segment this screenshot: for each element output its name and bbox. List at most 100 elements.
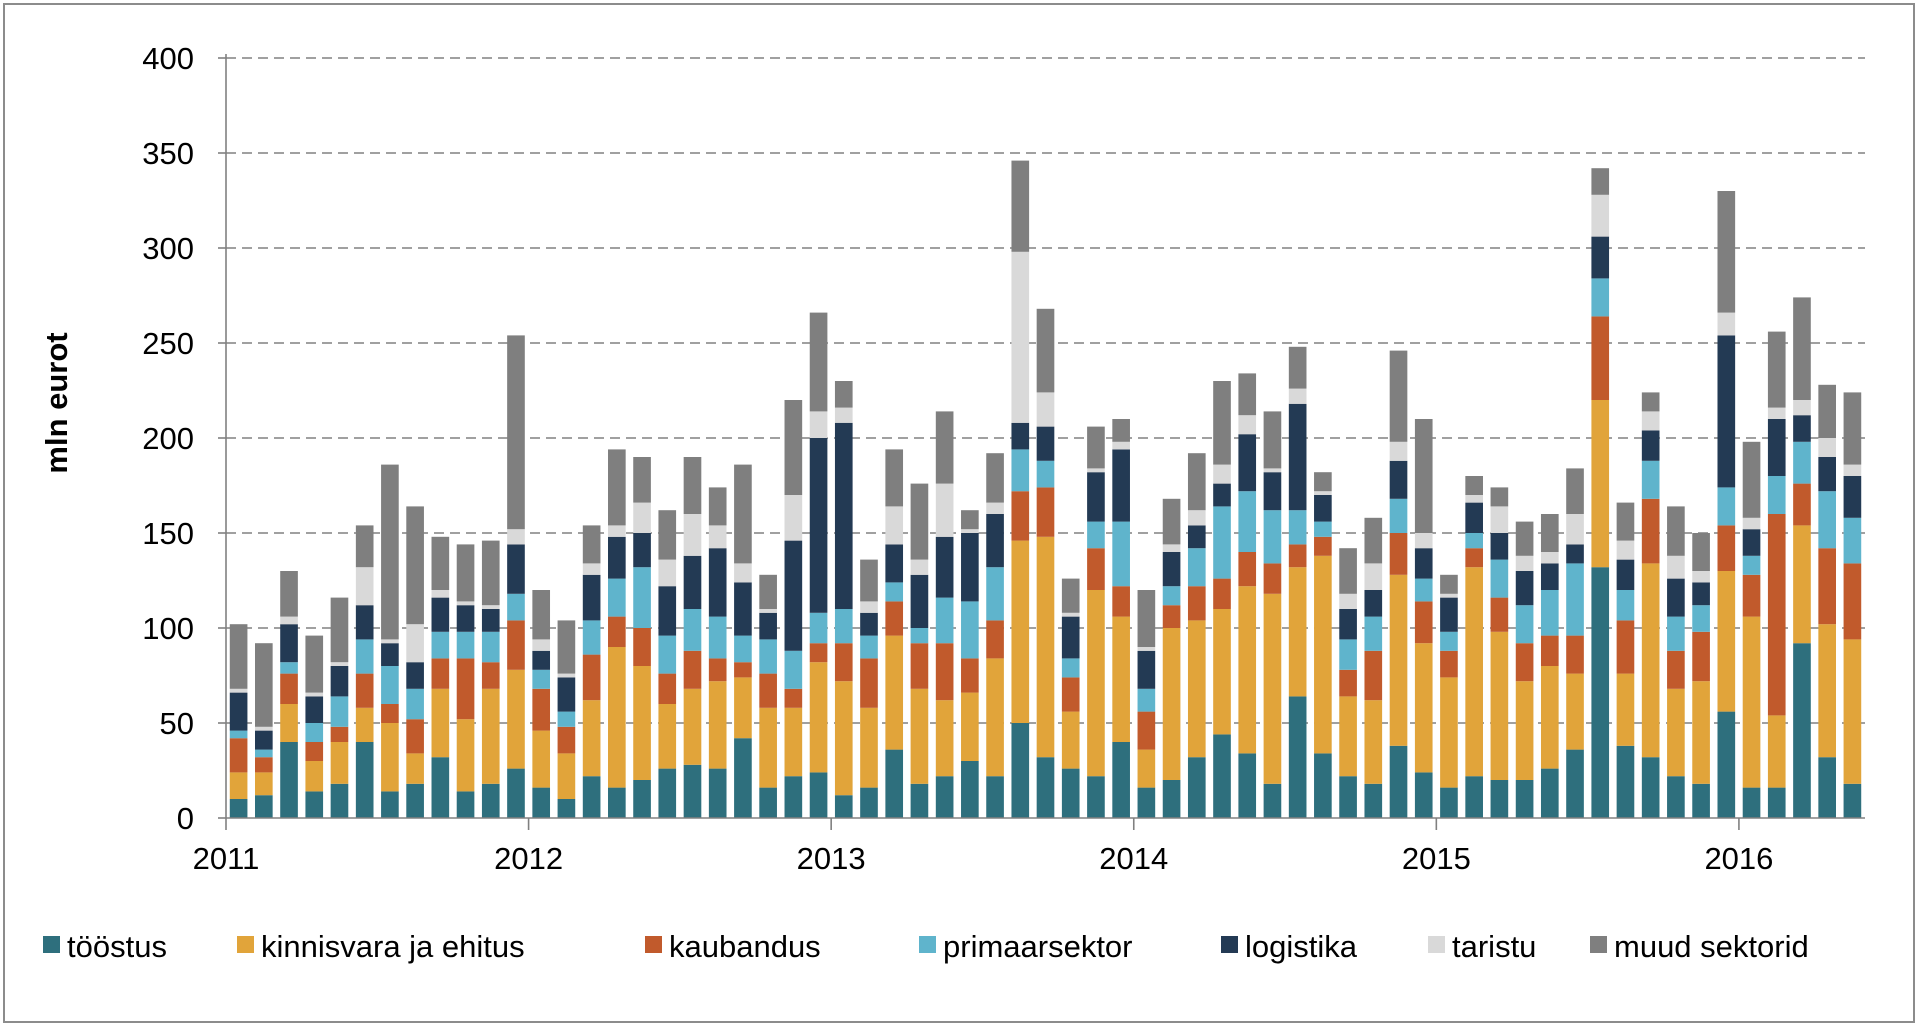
- bar-segment: [1843, 517, 1862, 564]
- bar-segment: [1036, 536, 1055, 758]
- bar-segment: [330, 662, 349, 666]
- bar-segment: [1742, 616, 1761, 788]
- bar-segment: [1036, 308, 1055, 393]
- bar-segment: [961, 533, 979, 602]
- bar-segment: [1112, 586, 1130, 617]
- bar-segment: [1490, 487, 1509, 507]
- bar-segment: [784, 688, 803, 708]
- y-tick-label: 350: [142, 136, 194, 171]
- bar-segment: [255, 730, 273, 750]
- bar-segment: [633, 628, 651, 666]
- bar-segment: [1490, 559, 1509, 598]
- bar-segment: [1465, 476, 1483, 495]
- legend-label: primaarsektor: [943, 929, 1133, 964]
- x-tick-label: 2014: [1099, 841, 1168, 876]
- bar-segment: [1465, 776, 1483, 818]
- bar-segment: [1465, 495, 1483, 503]
- bar-segment: [1440, 593, 1458, 598]
- bar-segment: [683, 650, 702, 689]
- bar-segment: [305, 742, 324, 761]
- bar-segment: [1288, 567, 1307, 697]
- bar-segment: [708, 525, 727, 549]
- bar-segment: [1818, 438, 1836, 457]
- bar-segment: [885, 449, 904, 507]
- y-axis-title: mln eurot: [39, 332, 74, 473]
- bar-segment: [1112, 521, 1130, 587]
- bar-segment: [1011, 491, 1030, 541]
- bar-segment: [305, 635, 324, 693]
- bar-segment: [1137, 749, 1156, 788]
- bar-segment: [809, 612, 828, 644]
- bar-segment: [986, 567, 1004, 621]
- bar-segment: [305, 696, 324, 723]
- bar-segment: [658, 510, 677, 560]
- bar-segment: [834, 407, 853, 423]
- bar-segment: [784, 400, 803, 495]
- bar-segment: [708, 658, 727, 682]
- bar-segment: [406, 506, 424, 625]
- bar-segment: [986, 453, 1004, 503]
- bar-segment: [759, 609, 777, 613]
- bar-segment: [1591, 567, 1610, 818]
- bar-segment: [1465, 533, 1483, 549]
- legend-swatch: [1221, 936, 1238, 953]
- bar-segment: [507, 335, 525, 530]
- bar-segment: [935, 536, 954, 598]
- bar-segment: [784, 707, 803, 777]
- legend-swatch: [237, 936, 254, 953]
- bar-segment: [608, 578, 626, 617]
- bar-segment: [1616, 673, 1635, 746]
- bar-segment: [1440, 650, 1458, 678]
- chart-frame: 0 50 100 150 200 250 300 350 400 2011 2012 2013 201…: [3, 3, 1915, 1023]
- bar-segment: [1717, 525, 1736, 571]
- legend-label: logistika: [1245, 929, 1358, 964]
- bar-segment: [481, 631, 500, 663]
- bar-segment: [910, 688, 929, 784]
- bar-segment: [734, 563, 752, 583]
- bar-segment: [1717, 335, 1736, 488]
- bar-segment: [229, 624, 248, 689]
- bar-segment: [1616, 540, 1635, 560]
- bar-segment: [355, 673, 374, 708]
- y-tick-label: 0: [177, 801, 194, 836]
- bar-segment: [986, 514, 1004, 568]
- bar-segment: [330, 783, 349, 818]
- x-tick-label: 2012: [494, 841, 563, 876]
- bar-segment: [1515, 571, 1534, 606]
- bar-segment: [582, 620, 601, 655]
- bar-segment: [885, 506, 904, 545]
- bar-segment: [658, 586, 677, 636]
- bar-segment: [1767, 331, 1786, 408]
- bar-segment: [582, 654, 601, 701]
- bar-segment: [1087, 548, 1105, 590]
- bar-segment: [1667, 688, 1685, 777]
- bar-segment: [330, 666, 349, 697]
- bar-segment: [1213, 483, 1231, 507]
- bar-segment: [834, 681, 853, 796]
- bar-segment: [633, 533, 651, 568]
- bar-segment: [381, 704, 399, 723]
- bar-segment: [1339, 609, 1357, 640]
- bar-segment: [330, 726, 349, 742]
- bar-segment: [1087, 468, 1105, 473]
- bar-segment: [1440, 631, 1458, 651]
- legend-swatch: [645, 936, 662, 953]
- bar-segment: [1490, 631, 1509, 780]
- y-tick-label: 50: [160, 706, 194, 741]
- bar-segment: [935, 643, 954, 701]
- bar-segment: [431, 658, 450, 689]
- bar-segment: [1137, 650, 1156, 689]
- bar-segment: [1667, 616, 1685, 651]
- bar-segment: [734, 582, 752, 636]
- bar-segment: [1187, 548, 1206, 587]
- bar-segment: [633, 502, 651, 533]
- bar-segment: [986, 502, 1004, 514]
- bar-segment: [507, 669, 525, 769]
- bar-segment: [1843, 392, 1862, 465]
- bar-segment: [1540, 590, 1559, 636]
- bar-segment: [532, 787, 551, 818]
- bar-segment: [1011, 251, 1030, 423]
- bar-segment: [1540, 666, 1559, 769]
- bar-segment: [229, 772, 248, 799]
- bar-segment: [1616, 745, 1635, 818]
